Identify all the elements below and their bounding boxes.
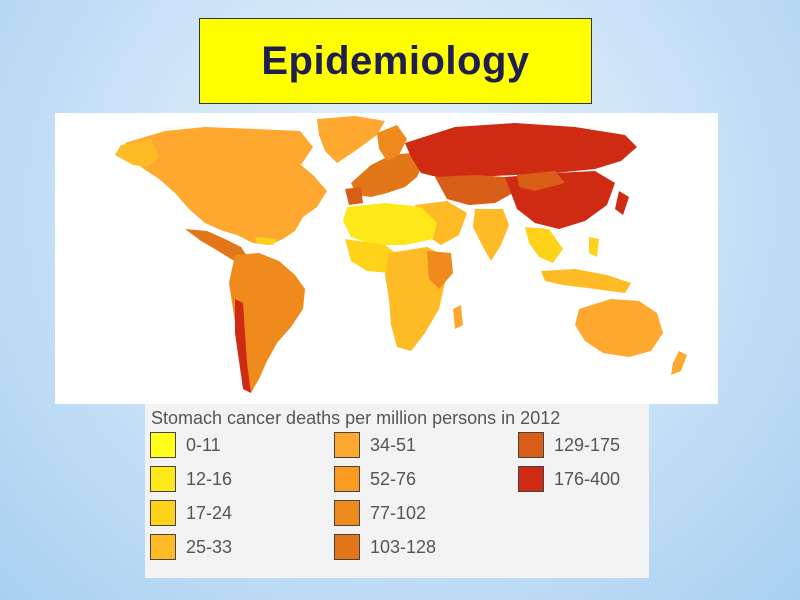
world-map-svg	[55, 113, 718, 404]
region-chile	[235, 299, 251, 393]
legend-swatch	[150, 534, 176, 560]
legend-label: 176-400	[554, 469, 621, 489]
region-alaska	[115, 139, 159, 167]
region-madagascar	[453, 305, 463, 329]
slide-title: Epidemiology	[261, 38, 530, 83]
legend-label: 25-33	[186, 537, 233, 557]
region-east-africa	[427, 251, 453, 289]
region-caribbean	[255, 237, 277, 245]
region-greenland	[317, 116, 385, 163]
region-philippines	[589, 237, 599, 257]
region-japan	[615, 191, 629, 215]
legend-swatch	[334, 432, 360, 458]
region-mongolia	[517, 171, 565, 191]
region-scandinavia	[377, 125, 407, 161]
legend-swatch	[518, 466, 544, 492]
map-legend: Stomach cancer deaths per million person…	[145, 404, 649, 578]
legend-label: 52-76	[370, 469, 417, 489]
legend-swatch	[334, 466, 360, 492]
legend-swatch	[150, 466, 176, 492]
region-southeast-asia	[525, 227, 563, 263]
legend-label: 77-102	[370, 503, 427, 523]
world-map	[55, 113, 718, 404]
region-australia	[575, 299, 663, 357]
region-central-america	[185, 229, 249, 265]
region-russia	[405, 123, 637, 179]
legend-label: 34-51	[370, 435, 417, 455]
legend-swatch	[150, 500, 176, 526]
legend-label: 129-175	[554, 435, 621, 455]
region-iberia	[345, 187, 363, 205]
legend-swatch	[150, 432, 176, 458]
legend-label: 103-128	[370, 537, 437, 557]
region-europe	[351, 153, 423, 197]
legend-label: 12-16	[186, 469, 233, 489]
legend-swatch	[334, 500, 360, 526]
region-indonesia	[541, 269, 631, 293]
region-north-america	[125, 127, 327, 245]
legend-label: 17-24	[186, 503, 233, 523]
legend-swatch	[334, 534, 360, 560]
region-new-zealand	[671, 351, 687, 375]
region-india	[473, 209, 509, 261]
slide-title-box: Epidemiology	[199, 18, 592, 104]
region-central-asia	[435, 175, 513, 205]
legend-label: 0-11	[186, 435, 221, 455]
legend-swatch	[518, 432, 544, 458]
legend-title: Stomach cancer deaths per million person…	[151, 408, 561, 428]
region-north-africa	[343, 203, 437, 245]
region-south-america	[229, 253, 305, 393]
